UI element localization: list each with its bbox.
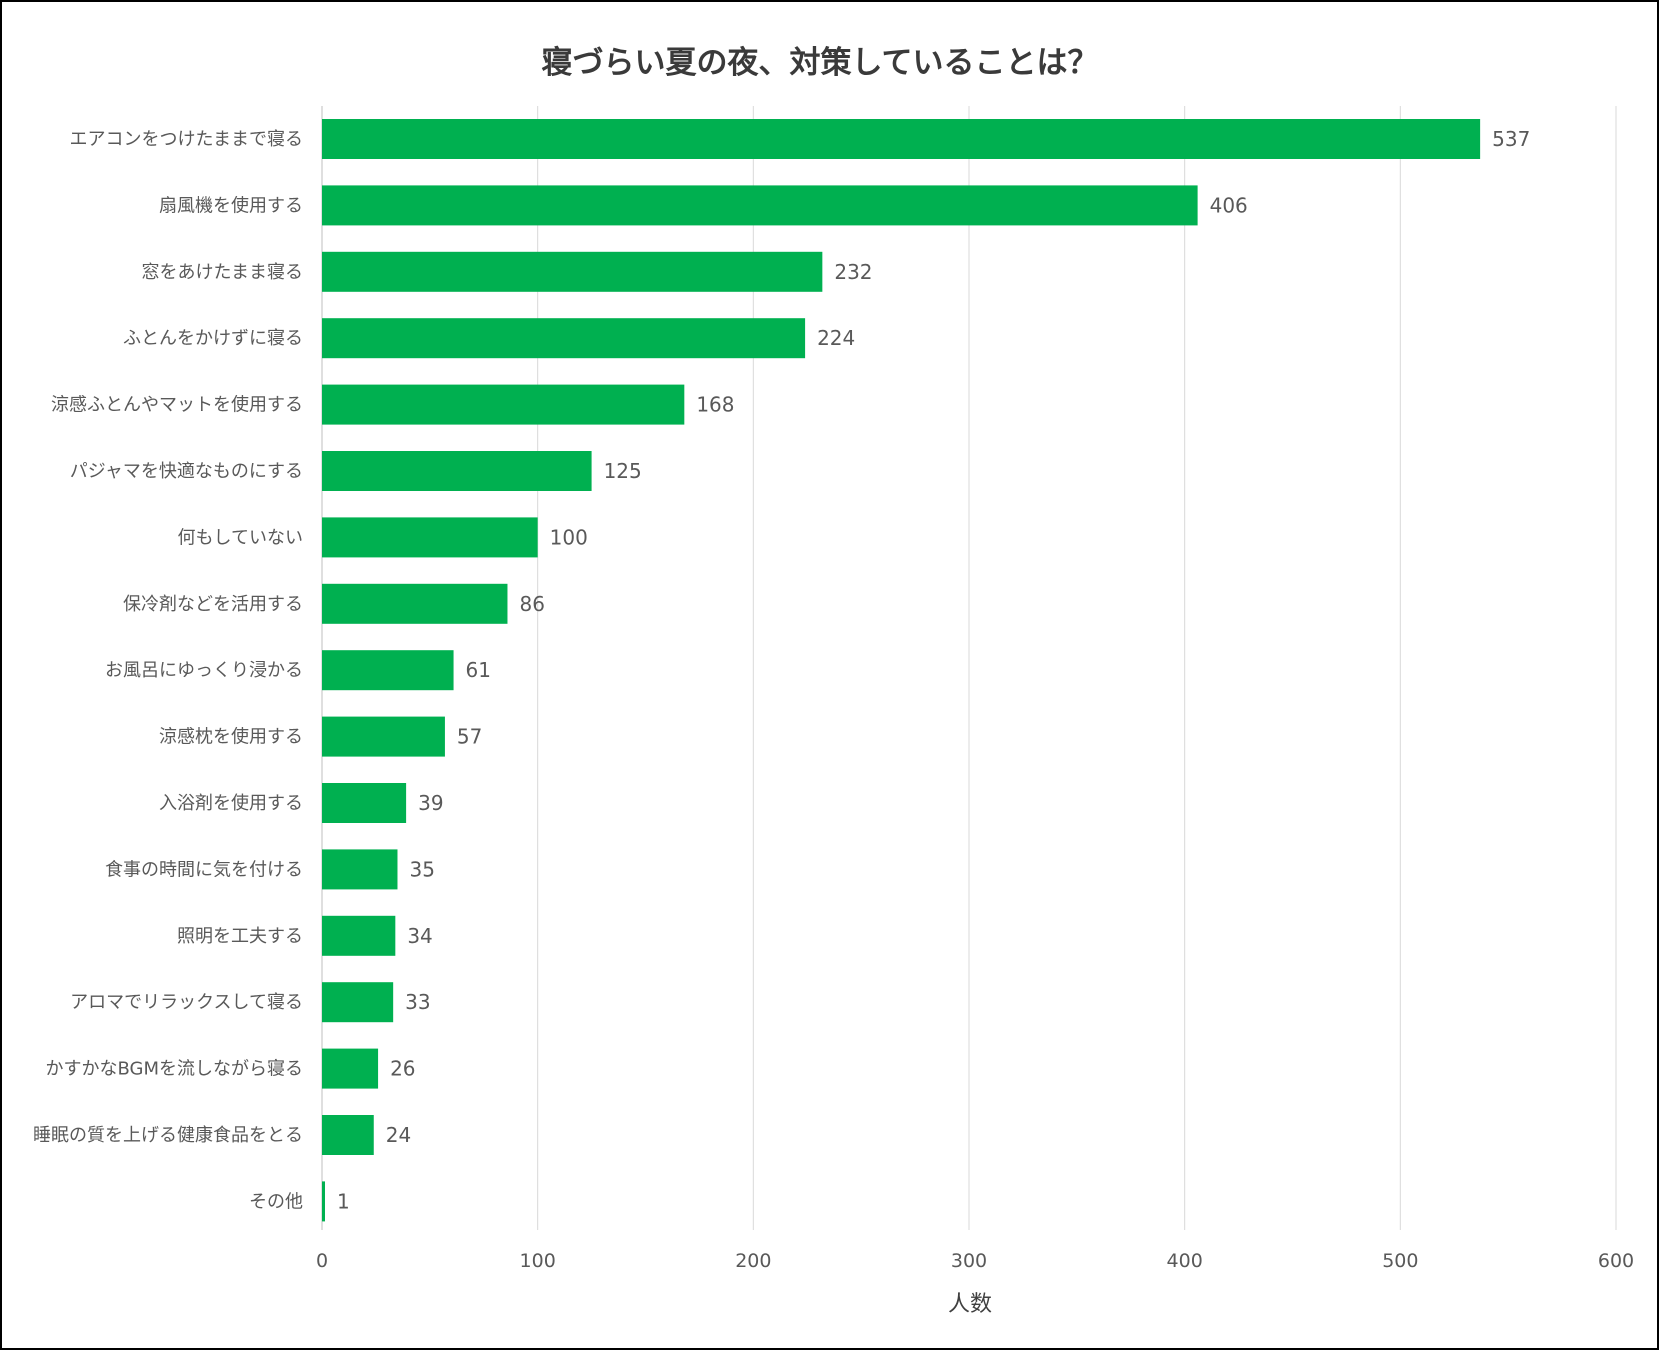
bar-16 — [322, 1115, 374, 1155]
value-label-17: 1 — [337, 1189, 350, 1213]
category-label-5: 涼感ふとんやマットを使用する — [51, 395, 303, 416]
value-label-2: 406 — [1210, 193, 1248, 217]
x-tick-label-0: 0 — [316, 1250, 328, 1272]
x-tick-label-300: 300 — [951, 1250, 987, 1272]
x-tick-label-100: 100 — [520, 1250, 556, 1272]
category-label-13: 照明を工夫する — [177, 926, 303, 947]
bar-7 — [322, 517, 538, 558]
value-label-9: 61 — [466, 658, 491, 682]
value-label-7: 100 — [550, 525, 588, 549]
bar-14 — [322, 982, 394, 1023]
x-tick-label-400: 400 — [1167, 1250, 1203, 1272]
value-label-16: 24 — [386, 1123, 411, 1147]
category-label-10: 涼感枕を使用する — [159, 727, 303, 748]
category-label-11: 入浴剤を使用する — [159, 793, 303, 814]
bar-4 — [322, 318, 806, 359]
bar-17 — [322, 1181, 325, 1222]
value-label-5: 168 — [696, 393, 734, 417]
value-label-14: 33 — [405, 990, 430, 1014]
value-label-1: 537 — [1492, 127, 1530, 151]
bar-15 — [322, 1048, 379, 1089]
category-labels: エアコンをつけたままで寝る扇風機を使用する窓をあけたまま寝るふとんをかけずに寝る… — [33, 129, 303, 1212]
category-label-15: かすかなBGMを流しながら寝る — [45, 1059, 303, 1080]
category-label-16: 睡眠の質を上げる健康食品をとる — [33, 1125, 303, 1146]
x-tick-label-600: 600 — [1598, 1250, 1634, 1272]
category-label-14: アロマでリラックスして寝る — [70, 992, 303, 1013]
category-label-2: 扇風機を使用する — [159, 195, 303, 216]
category-label-8: 保冷剤などを活用する — [123, 594, 303, 615]
gridlines — [321, 106, 1617, 1230]
value-label-8: 86 — [519, 592, 544, 616]
value-label-15: 26 — [390, 1057, 415, 1081]
x-tick-label-200: 200 — [735, 1250, 771, 1272]
bar-2 — [322, 185, 1198, 226]
category-label-7: 何もしていない — [178, 527, 303, 548]
category-label-6: パジャマを快適なものにする — [70, 461, 303, 482]
category-label-3: 窓をあけたまま寝る — [142, 262, 303, 283]
value-label-6: 125 — [604, 459, 642, 483]
value-label-3: 232 — [834, 260, 872, 284]
category-label-4: ふとんをかけずに寝る — [123, 328, 303, 349]
x-tick-label-500: 500 — [1382, 1250, 1418, 1272]
value-label-12: 35 — [409, 857, 434, 881]
bar-12 — [322, 849, 398, 890]
category-label-12: 食事の時間に気を付ける — [105, 859, 303, 880]
value-label-10: 57 — [457, 725, 482, 749]
value-label-13: 34 — [407, 924, 432, 948]
bar-8 — [322, 583, 508, 624]
value-labels: 537 406 232 224 168 125 100 86 61 57 39 35 34 33 26 24 1 — [337, 127, 1530, 1213]
x-axis-title: 人数 — [948, 1292, 992, 1317]
bar-1 — [322, 119, 1481, 159]
bar-5 — [322, 384, 685, 425]
bar-13 — [322, 915, 396, 956]
chart-title: 寝づらい夏の夜、対策していることは？ — [541, 45, 1098, 81]
bars — [322, 119, 1481, 1222]
x-axis-ticks: 0 100 200 300 400 500 600 — [316, 1250, 1634, 1272]
bar-6 — [322, 451, 592, 491]
bar-10 — [322, 716, 445, 757]
category-label-9: お風呂にゆっくり浸かる — [105, 660, 303, 681]
category-label-17: その他 — [249, 1191, 303, 1212]
value-label-4: 224 — [817, 326, 855, 350]
bar-11 — [322, 783, 407, 823]
category-label-1: エアコンをつけたままで寝る — [70, 129, 303, 150]
value-label-11: 39 — [418, 791, 443, 815]
bar-3 — [322, 251, 823, 292]
bar-9 — [322, 650, 454, 691]
